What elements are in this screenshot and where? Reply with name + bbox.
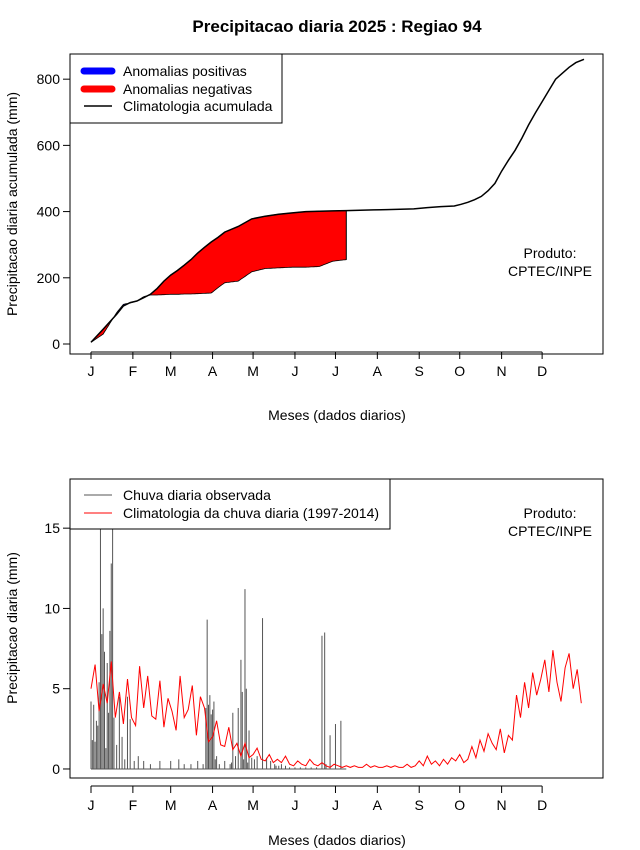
daily-legend: Chuva diaria observada Climatologia da c… <box>69 478 391 530</box>
cumulative-marks <box>90 58 585 343</box>
cumulative-y-label: Precipitacao diaria acumulada (mm) <box>4 92 20 316</box>
figure-title: Precipitacao diaria 2025 : Regiao 94 <box>192 17 482 36</box>
cumulative-x-tick-label: A <box>208 363 218 379</box>
cumulative-x-tick-label: N <box>497 363 507 379</box>
daily-x-tick-label: S <box>415 797 424 813</box>
negative-anomaly-area <box>147 210 347 297</box>
cumulative-x-tick-label: O <box>454 363 465 379</box>
daily-y-tick-label: 0 <box>52 761 60 777</box>
cumulative-x-tick-label: D <box>537 363 547 379</box>
legend-observed-label: Chuva diaria observada <box>123 487 271 503</box>
cumulative-x-tick-label: M <box>247 363 259 379</box>
cumulative-x-tick-label: S <box>415 363 424 379</box>
daily-x-tick-label: J <box>291 797 298 813</box>
cumulative-x-tick-label: J <box>88 363 95 379</box>
daily-x-tick-label: A <box>373 797 383 813</box>
legend-climatology-label: Climatologia acumulada <box>123 98 273 114</box>
daily-x-tick-label: O <box>454 797 465 813</box>
cumulative-y-tick-label: 200 <box>37 270 61 286</box>
daily-x-tick-label: M <box>247 797 259 813</box>
cumulative-y-tick-label: 600 <box>37 137 61 153</box>
daily-legend-box <box>69 478 391 530</box>
legend-negative-label: Anomalias negativas <box>123 81 252 97</box>
daily-note-line2: CPTEC/INPE <box>508 523 592 539</box>
daily-x-tick-label: D <box>537 797 547 813</box>
daily-x-tick-label: M <box>165 797 177 813</box>
cumulative-y-axis: 0 200 400 600 800 <box>37 71 71 352</box>
daily-y-tick-label: 15 <box>44 520 60 536</box>
daily-x-label: Meses (dados diarios) <box>268 832 406 848</box>
daily-x-tick-label: J <box>332 797 339 813</box>
legend-climatology-daily-label: Climatologia da chuva diaria (1997-2014) <box>123 505 379 521</box>
daily-marks <box>90 528 582 770</box>
daily-x-tick-label: F <box>129 797 138 813</box>
cumulative-x-tick-label: F <box>129 363 138 379</box>
daily-y-tick-label: 10 <box>44 600 60 616</box>
daily-x-tick-label: J <box>88 797 95 813</box>
legend-positive-label: Anomalias positivas <box>123 63 247 79</box>
cumulative-x-tick-label: J <box>291 363 298 379</box>
daily-chart: 0 5 10 15 J F M A M J J A S O N D Precipitacao diaria … <box>4 478 604 848</box>
cumulative-note-line1: Produto: <box>524 245 577 261</box>
cumulative-legend: Anomalias positivas Anomalias negativas … <box>69 53 283 124</box>
cumulative-x-tick-label: J <box>332 363 339 379</box>
daily-x-tick-label: N <box>497 797 507 813</box>
daily-note-line1: Produto: <box>524 505 577 521</box>
daily-x-tick-label: A <box>208 797 218 813</box>
daily-y-label: Precipitacao diaria (mm) <box>4 552 20 704</box>
daily-y-axis: 0 5 10 15 <box>44 520 71 777</box>
cumulative-y-tick-label: 0 <box>52 336 60 352</box>
cumulative-note-line2: CPTEC/INPE <box>508 263 592 279</box>
cumulative-chart: 0 200 400 600 800 J F M A M J J A S O N D Precipitacao … <box>4 53 604 423</box>
daily-y-tick-label: 5 <box>52 681 60 697</box>
cumulative-x-tick-label: A <box>373 363 383 379</box>
cumulative-y-tick-label: 400 <box>37 204 61 220</box>
cumulative-x-tick-label: M <box>165 363 177 379</box>
climatology-daily-line <box>90 650 582 768</box>
cumulative-y-tick-label: 800 <box>37 71 61 87</box>
climatology-cumulative-line <box>90 58 585 343</box>
cumulative-x-label: Meses (dados diarios) <box>268 407 406 423</box>
